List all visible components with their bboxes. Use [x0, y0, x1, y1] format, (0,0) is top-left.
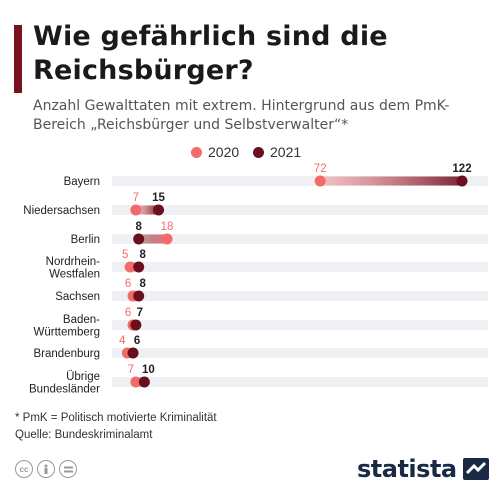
title-accent-bar — [14, 25, 22, 93]
chart-subtitle: Anzahl Gewalttaten mit extrem. Hintergru… — [33, 98, 450, 133]
category-label: Nordrhein- — [46, 256, 100, 268]
creative-commons-icon: cc — [15, 460, 33, 478]
value-label-2020: 5 — [122, 249, 128, 261]
value-label-2021: 122 — [452, 163, 471, 175]
value-label-2020: 18 — [161, 221, 174, 233]
point-2021 — [133, 233, 145, 245]
chart-title: Wie gefährlich sind die Reichsbürger? — [33, 21, 388, 86]
row-track — [112, 377, 488, 387]
point-2021 — [127, 347, 139, 359]
point-2021 — [456, 175, 468, 187]
point-2021 — [138, 376, 150, 388]
connector-bar — [135, 205, 159, 215]
point-2020 — [130, 376, 142, 388]
category-label: Sachsen — [55, 291, 100, 303]
value-label-2021: 15 — [152, 192, 165, 204]
point-2021 — [133, 261, 145, 273]
category-label: Niedersachsen — [23, 205, 100, 217]
legend-dot-2020 — [191, 146, 202, 158]
legend-dot-2021 — [253, 146, 264, 158]
value-label-2020: 72 — [314, 163, 327, 175]
point-2020 — [314, 175, 326, 187]
source: Quelle: Bundeskriminalamt — [15, 429, 153, 441]
footnote: * PmK = Politisch motivierte Kriminalitä… — [15, 412, 217, 424]
category-label: Westfalen — [49, 268, 100, 280]
row-track — [112, 291, 488, 301]
point-2020 — [124, 261, 136, 273]
footnote-block: * PmK = Politisch motivierte Kriminalitä… — [15, 410, 217, 444]
connector-bar — [320, 176, 462, 186]
legend-item-2020: 2020 — [191, 144, 239, 160]
category-label: Berlin — [71, 234, 100, 246]
point-2021 — [133, 290, 145, 302]
no-derivatives-icon — [59, 460, 77, 478]
category-label: Übrige — [66, 371, 100, 383]
value-label-2021: 8 — [139, 249, 146, 261]
point-2021 — [153, 204, 165, 216]
value-label-2021: 8 — [139, 278, 146, 290]
license-icons: cc — [15, 460, 77, 478]
row-track — [112, 262, 488, 272]
value-label-2021: 10 — [142, 364, 155, 376]
point-2021 — [130, 319, 142, 331]
row-track — [112, 320, 488, 330]
point-2020 — [130, 204, 142, 216]
value-label-2020: 6 — [125, 278, 131, 290]
row-track — [112, 348, 488, 358]
value-label-2020: 6 — [125, 307, 131, 319]
value-label-2021: 8 — [135, 221, 142, 233]
legend: 2020 2021 — [0, 144, 498, 162]
legend-label-2021: 2021 — [270, 144, 302, 160]
category-label: Brandenburg — [34, 348, 101, 360]
value-label-2021: 6 — [134, 335, 140, 347]
value-label-2020: 7 — [133, 192, 139, 204]
statista-logo-icon — [462, 458, 489, 480]
row-track — [112, 234, 488, 244]
value-label-2020: 4 — [119, 335, 126, 347]
legend-label-2020: 2020 — [208, 144, 240, 160]
statista-wordmark: statista — [357, 455, 457, 483]
row-track — [112, 176, 488, 186]
statista-logo[interactable]: statista — [357, 455, 489, 483]
dumbbell-chart: Bayern 72 122 Niedersachsen 7 15 Berlin 18 8 Nord… — [23, 163, 488, 395]
value-label-2020: 7 — [128, 364, 134, 376]
category-label: Bayern — [64, 176, 100, 188]
value-label-2021: 7 — [137, 307, 143, 319]
category-label: Württemberg — [34, 326, 100, 338]
point-2020 — [161, 233, 173, 245]
row-track — [112, 205, 488, 215]
category-label: Bundesländer — [29, 383, 100, 395]
attribution-icon — [37, 460, 55, 478]
legend-item-2021: 2021 — [253, 144, 301, 160]
connector-bar — [138, 234, 168, 244]
category-label: Baden- — [63, 314, 100, 326]
